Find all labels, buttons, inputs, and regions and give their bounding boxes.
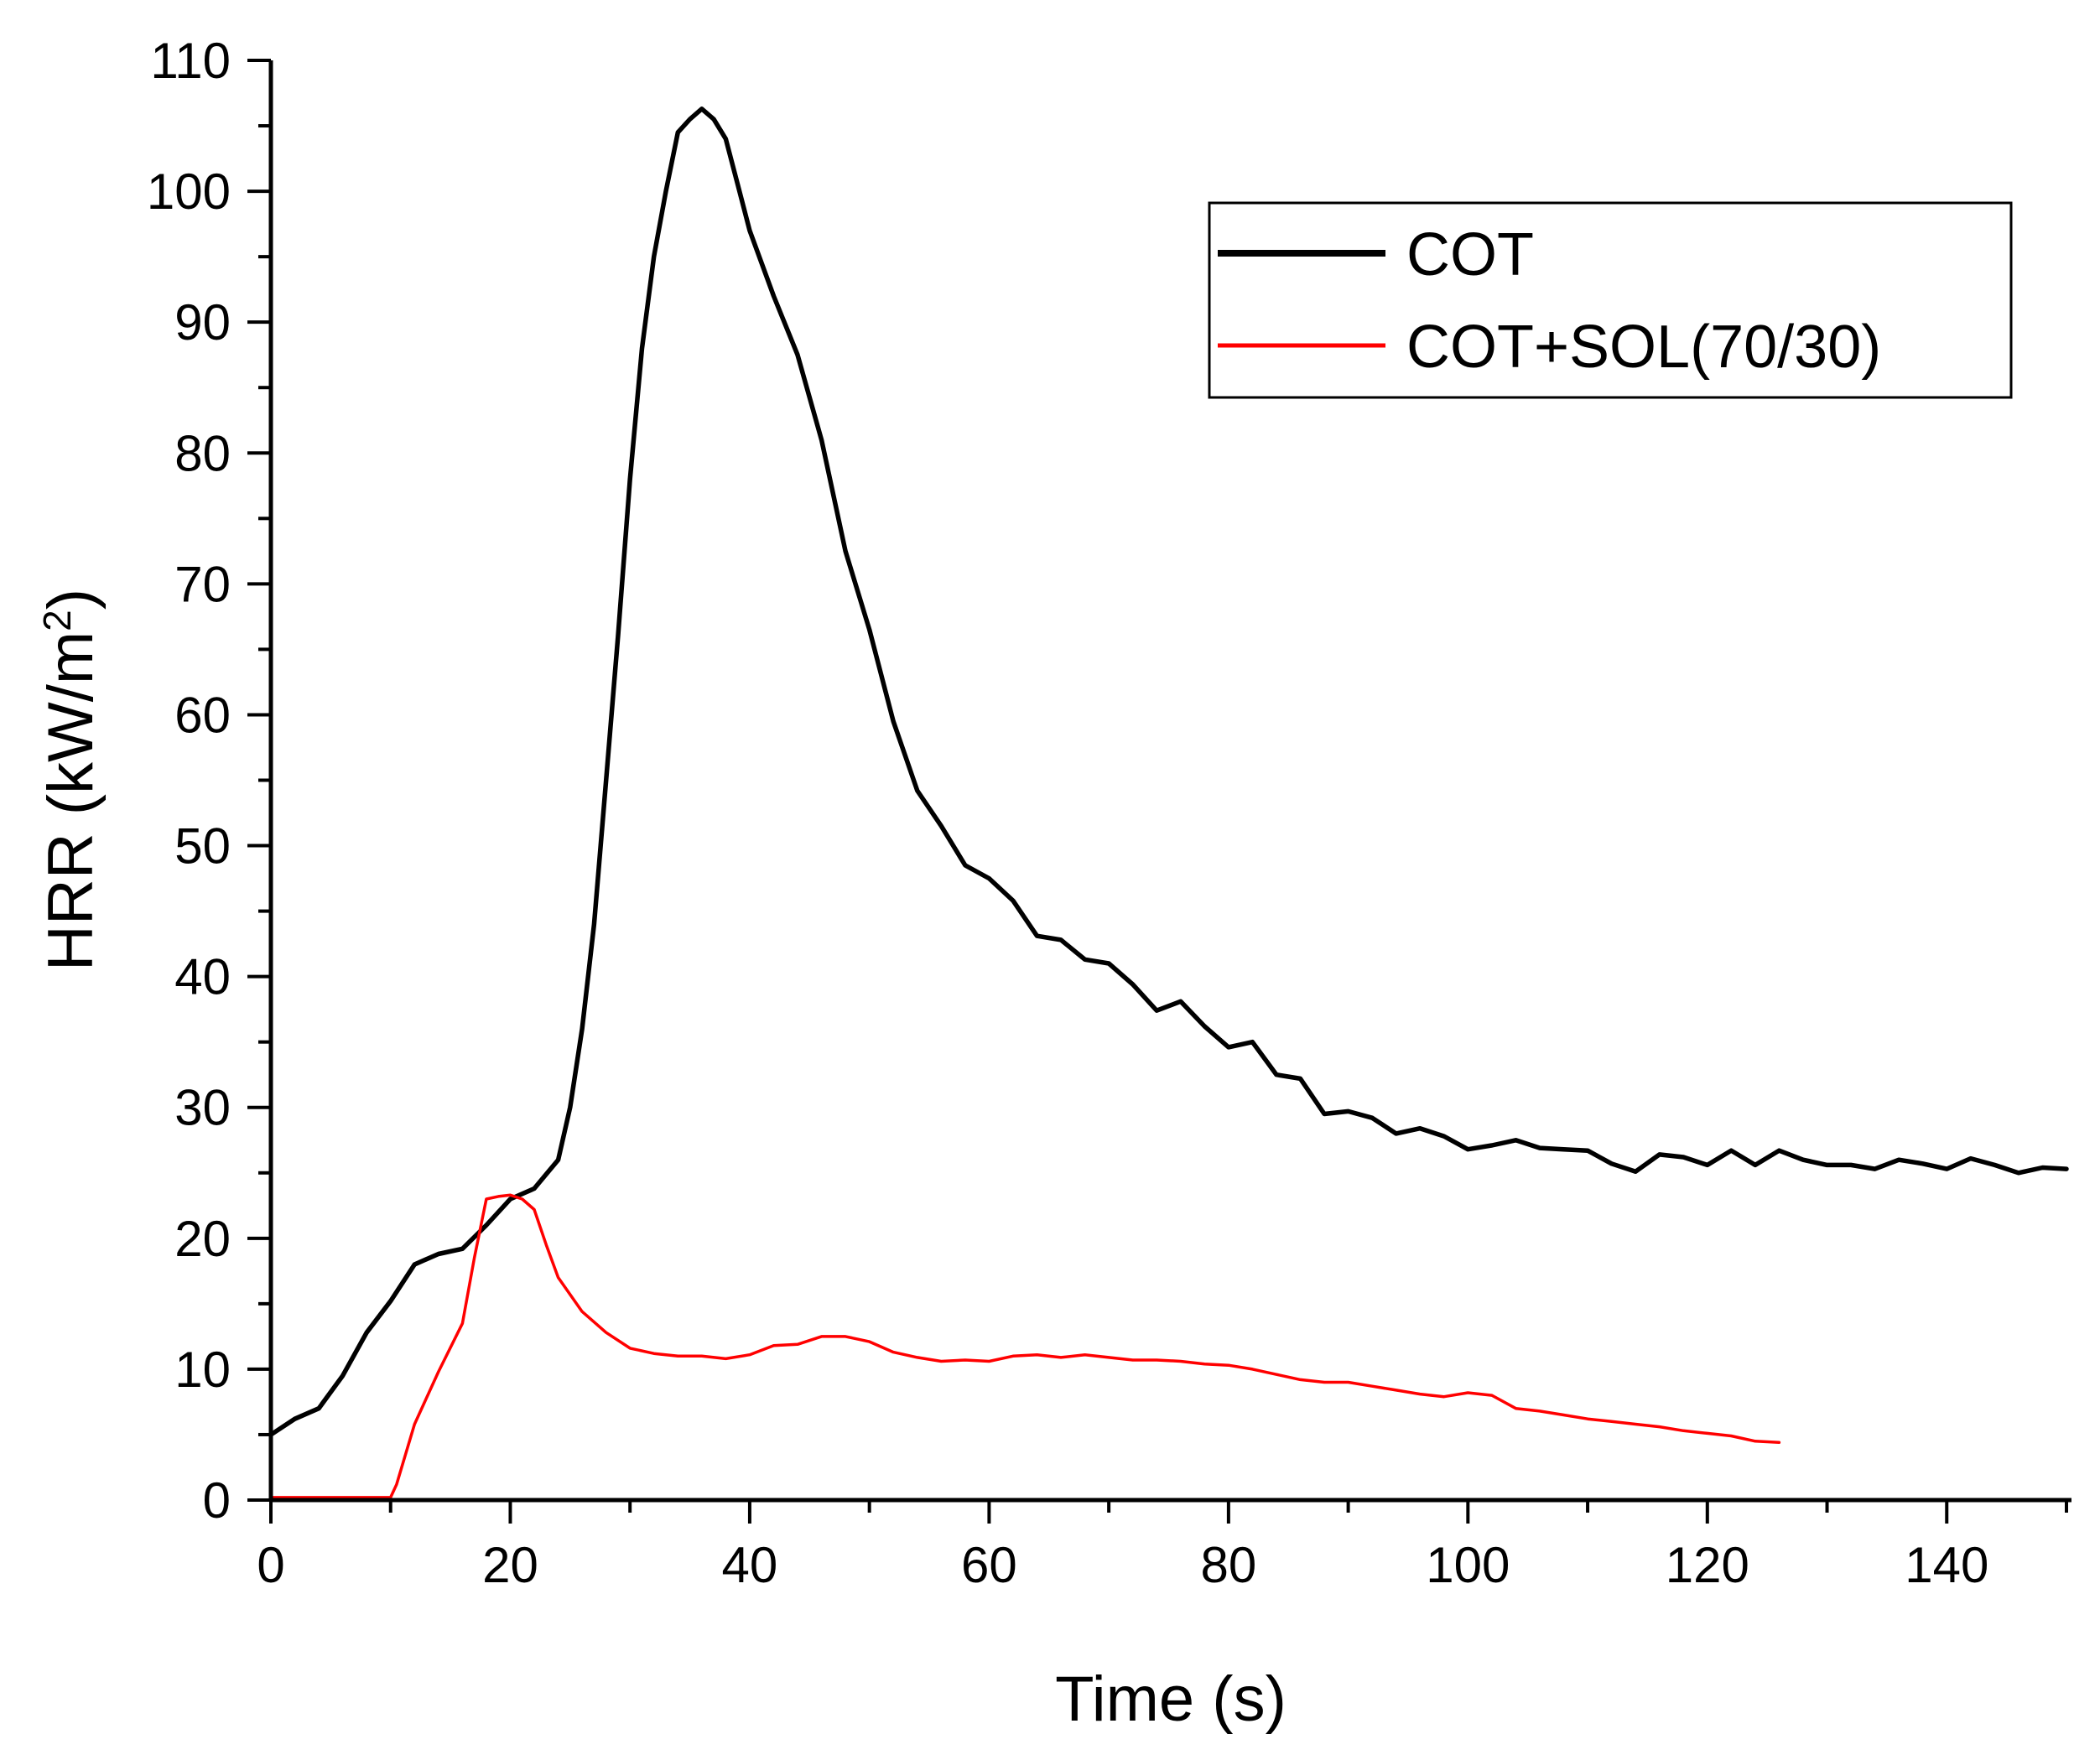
x-axis-title: Time (s) bbox=[1055, 1664, 1287, 1735]
y-tick-label: 90 bbox=[174, 294, 231, 350]
y-tick-label: 30 bbox=[174, 1080, 231, 1136]
legend-label-cot-sol: COT+SOL(70/30) bbox=[1406, 314, 1881, 381]
y-tick-label: 100 bbox=[147, 164, 231, 220]
y-axis-title-close: ) bbox=[35, 589, 107, 610]
y-axis-title-main: HRR (kW/m bbox=[35, 631, 107, 971]
legend: COT COT+SOL(70/30) bbox=[1208, 201, 2013, 399]
x-tick-label: 80 bbox=[1200, 1537, 1256, 1593]
y-tick-label: 10 bbox=[174, 1342, 231, 1398]
x-tick-label: 20 bbox=[482, 1537, 538, 1593]
x-tick-label: 0 bbox=[257, 1537, 284, 1593]
y-tick-label: 50 bbox=[174, 818, 231, 875]
y-tick-label: 40 bbox=[174, 949, 231, 1005]
series-line-cot-sol bbox=[269, 1193, 1781, 1499]
legend-box bbox=[1208, 201, 2013, 399]
y-tick-label: 70 bbox=[174, 556, 231, 612]
x-axis-ticks: 0 20 40 60 80 100 120 140 bbox=[257, 1500, 2068, 1593]
y-tick-label: 110 bbox=[150, 33, 231, 89]
y-tick-label: 80 bbox=[174, 425, 231, 481]
x-tick-label: 40 bbox=[722, 1537, 778, 1593]
y-tick-label: 60 bbox=[174, 687, 231, 743]
y-tick-label: 20 bbox=[174, 1211, 231, 1267]
y-axis-title: HRR (kW/m2) bbox=[35, 589, 107, 971]
x-tick-label: 120 bbox=[1666, 1537, 1749, 1593]
x-tick-label: 100 bbox=[1426, 1537, 1510, 1593]
x-tick-label: 140 bbox=[1905, 1537, 1988, 1593]
y-axis-title-superscript: 2 bbox=[35, 610, 79, 631]
y-tick-label: 0 bbox=[203, 1472, 231, 1529]
series-layer bbox=[268, 106, 2069, 1499]
legend-label-cot: COT bbox=[1406, 221, 1534, 288]
y-axis-ticks: 0 10 20 30 40 50 60 70 80 90 100 110 bbox=[147, 33, 271, 1529]
series-line-cot bbox=[268, 106, 2069, 1437]
x-tick-label: 60 bbox=[961, 1537, 1017, 1593]
